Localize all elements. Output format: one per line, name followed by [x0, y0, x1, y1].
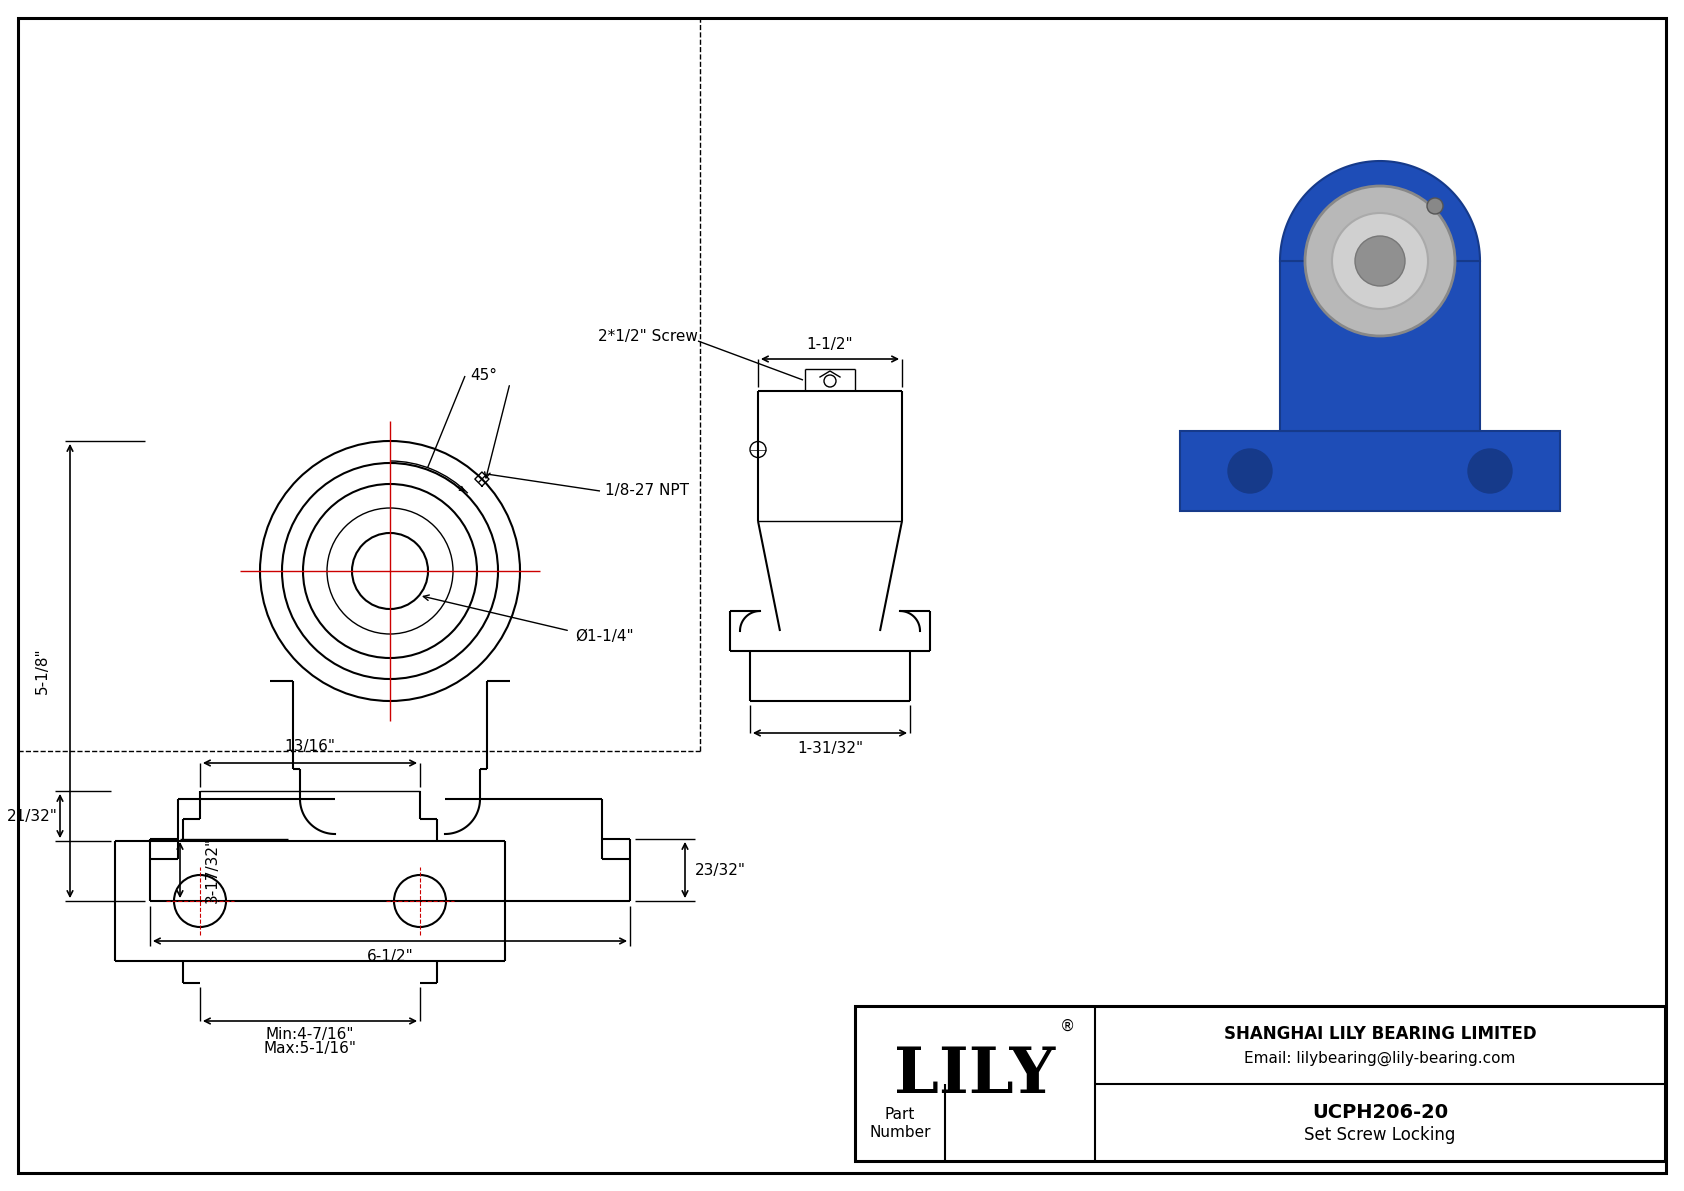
Text: 1-1/2": 1-1/2" [807, 337, 854, 353]
Text: SHANGHAI LILY BEARING LIMITED: SHANGHAI LILY BEARING LIMITED [1224, 1025, 1536, 1043]
Text: 13/16": 13/16" [285, 740, 335, 755]
Circle shape [1356, 236, 1404, 286]
Text: Number: Number [869, 1125, 931, 1140]
Polygon shape [1180, 431, 1559, 511]
Text: 23/32": 23/32" [694, 862, 746, 878]
Text: Email: lilybearing@lily-bearing.com: Email: lilybearing@lily-bearing.com [1244, 1050, 1516, 1066]
Bar [855, 1006, 1665, 1161]
Circle shape [1468, 449, 1512, 493]
Text: Ø1-1/4": Ø1-1/4" [574, 629, 633, 643]
Text: UCPH206-20: UCPH206-20 [1312, 1103, 1448, 1122]
Circle shape [1332, 213, 1428, 308]
Text: Min:4-7/16": Min:4-7/16" [266, 1027, 354, 1041]
Circle shape [1426, 198, 1443, 214]
Text: 2*1/2" Screw: 2*1/2" Screw [598, 329, 697, 343]
Text: Max:5-1/16": Max:5-1/16" [263, 1041, 357, 1056]
Text: Part: Part [884, 1106, 914, 1122]
Text: 1-31/32": 1-31/32" [797, 741, 864, 755]
Text: LILY: LILY [894, 1046, 1056, 1106]
Text: 3-17/32": 3-17/32" [204, 837, 219, 903]
Circle shape [1228, 449, 1271, 493]
Text: 1/8-27 NPT: 1/8-27 NPT [605, 484, 689, 499]
Text: ®: ® [1059, 1018, 1074, 1034]
Circle shape [1305, 186, 1455, 336]
Text: 45°: 45° [470, 368, 497, 384]
Polygon shape [1280, 261, 1480, 431]
Text: 5-1/8": 5-1/8" [34, 648, 49, 694]
Text: 6-1/2": 6-1/2" [367, 949, 413, 965]
Text: Set Screw Locking: Set Screw Locking [1305, 1125, 1455, 1143]
Text: 21/32": 21/32" [7, 809, 57, 823]
Polygon shape [1280, 161, 1480, 261]
